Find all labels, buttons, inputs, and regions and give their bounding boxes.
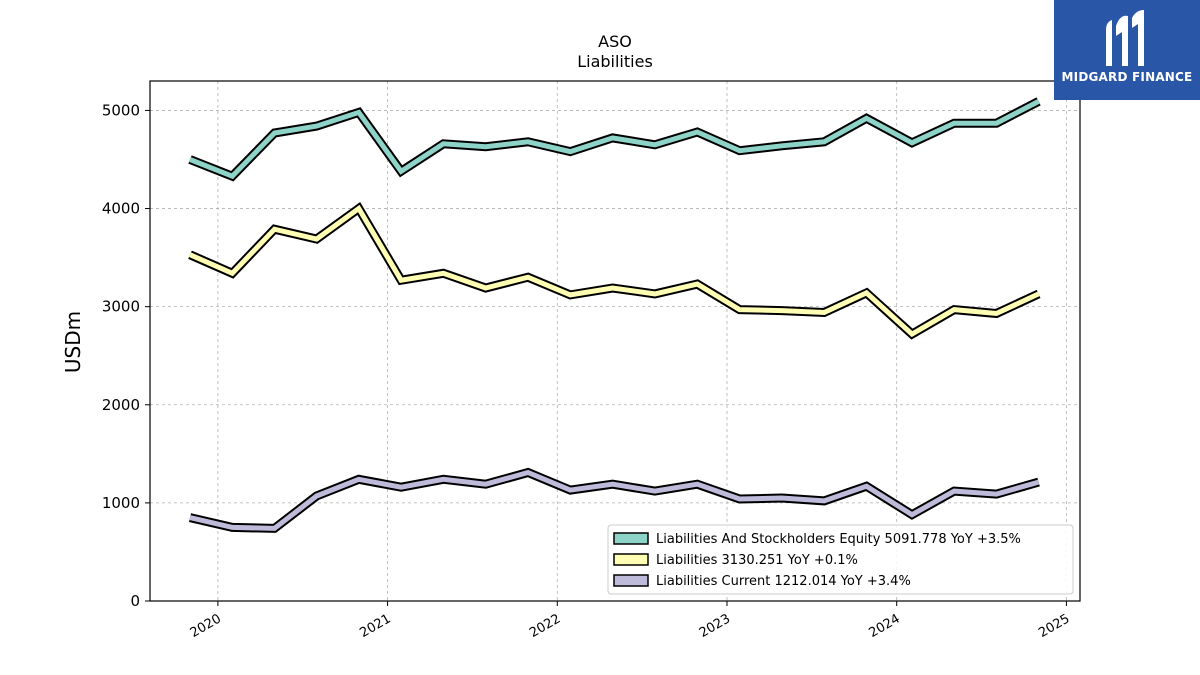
- logo-text: MIDGARD FINANCE: [1061, 70, 1193, 84]
- chart-subtitle: Liabilities: [577, 52, 653, 71]
- x-tick-label: 2025: [1036, 611, 1072, 641]
- series-3: [188, 467, 1040, 533]
- chart-title: ASO: [598, 32, 632, 51]
- grid: [150, 81, 1080, 602]
- legend-entry-label: Liabilities 3130.251 YoY +0.1%: [656, 553, 858, 568]
- legend: Liabilities And Stockholders Equity 5091…: [607, 524, 1074, 595]
- legend-swatch: [613, 553, 649, 566]
- series-line: [189, 99, 1040, 180]
- y-tick-label: 0: [130, 592, 140, 610]
- series-line: [189, 469, 1040, 531]
- logo-mark-icon: [1106, 10, 1144, 66]
- x-tick-label: 2024: [867, 611, 903, 641]
- series-1: [188, 97, 1041, 182]
- y-tick-label: 4000: [102, 200, 140, 218]
- y-tick-label: 5000: [102, 101, 140, 119]
- plot-frame: [149, 80, 1081, 602]
- x-tick-label: 2023: [697, 611, 733, 641]
- legend-swatch: [613, 532, 649, 545]
- y-axis-label: USDm: [61, 311, 85, 373]
- y-axis: 0 1000 2000 3000 4000 5000: [102, 101, 150, 610]
- series-line-outline: [188, 201, 1041, 340]
- series-2: [188, 201, 1041, 340]
- legend-entry-label: Liabilities And Stockholders Equity 5091…: [656, 532, 1021, 547]
- x-tick-label: 2021: [357, 611, 393, 641]
- x-tick-label: 2022: [527, 611, 563, 641]
- y-tick-label: 2000: [102, 396, 140, 414]
- series-line-outline: [188, 467, 1040, 533]
- y-tick-label: 1000: [102, 494, 140, 512]
- legend-box: [607, 524, 1074, 595]
- legend-entry-label: Liabilities Current 1212.014 YoY +3.4%: [656, 574, 911, 589]
- brand-logo: MIDGARD FINANCE: [1054, 0, 1200, 100]
- legend-swatch: [613, 574, 649, 587]
- x-axis: 2020 2021 2022 2023 2024 2025: [188, 601, 1072, 641]
- series-line: [188, 204, 1040, 338]
- series-group: [188, 97, 1041, 533]
- y-tick-label: 3000: [102, 298, 140, 316]
- x-tick-label: 2020: [188, 611, 224, 641]
